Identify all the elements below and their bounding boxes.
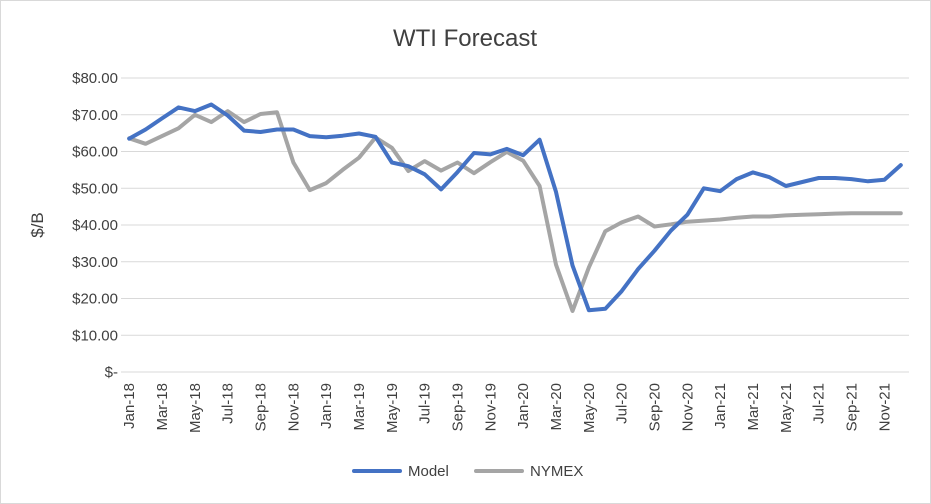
y-tick-label: $- — [105, 364, 118, 381]
x-tick-label: Nov-18 — [285, 383, 302, 431]
x-tick-label: Jul-20 — [614, 383, 631, 424]
x-tick-label: May-18 — [187, 383, 204, 433]
y-tick-label: $70.00 — [72, 107, 118, 124]
legend-label-model: Model — [408, 463, 449, 480]
x-tick-label: Jul-18 — [220, 383, 237, 424]
x-tick-label: Jan-21 — [712, 383, 729, 429]
y-axis-label: $/B — [28, 212, 47, 238]
x-tick-label: Jan-19 — [318, 383, 335, 429]
series-line-model — [127, 102, 903, 313]
x-tick-label: Mar-18 — [154, 383, 171, 431]
x-tick-label: Sep-18 — [253, 383, 270, 431]
x-tick-label: Jan-20 — [515, 383, 532, 429]
series-line-nymex — [127, 109, 903, 313]
x-tick-label: Sep-20 — [647, 383, 664, 431]
chart-title: WTI Forecast — [393, 25, 537, 52]
x-tick-label: Mar-21 — [745, 383, 762, 431]
y-tick-label: $30.00 — [72, 254, 118, 271]
x-tick-label: May-19 — [384, 383, 401, 433]
y-tick-label: $40.00 — [72, 217, 118, 234]
x-tick-label: Mar-20 — [548, 383, 565, 431]
y-tick-label: $60.00 — [72, 144, 118, 161]
legend-label-nymex: NYMEX — [530, 463, 583, 480]
y-tick-label: $50.00 — [72, 180, 118, 197]
y-tick-label: $10.00 — [72, 327, 118, 344]
x-tick-label: Nov-21 — [876, 383, 893, 431]
x-tick-label: Nov-19 — [482, 383, 499, 431]
x-tick-label: Jul-19 — [417, 383, 434, 424]
y-tick-label: $80.00 — [72, 70, 118, 87]
x-tick-label: Sep-19 — [450, 383, 467, 431]
x-tick-label: Nov-20 — [679, 383, 696, 431]
x-tick-label: Jul-21 — [811, 383, 828, 424]
x-tick-label: Jan-18 — [121, 383, 138, 429]
y-tick-label: $20.00 — [72, 291, 118, 308]
x-tick-label: Mar-19 — [351, 383, 368, 431]
x-tick-label: Sep-21 — [844, 383, 861, 431]
x-tick-label: May-20 — [581, 383, 598, 433]
x-tick-label: May-21 — [778, 383, 795, 433]
